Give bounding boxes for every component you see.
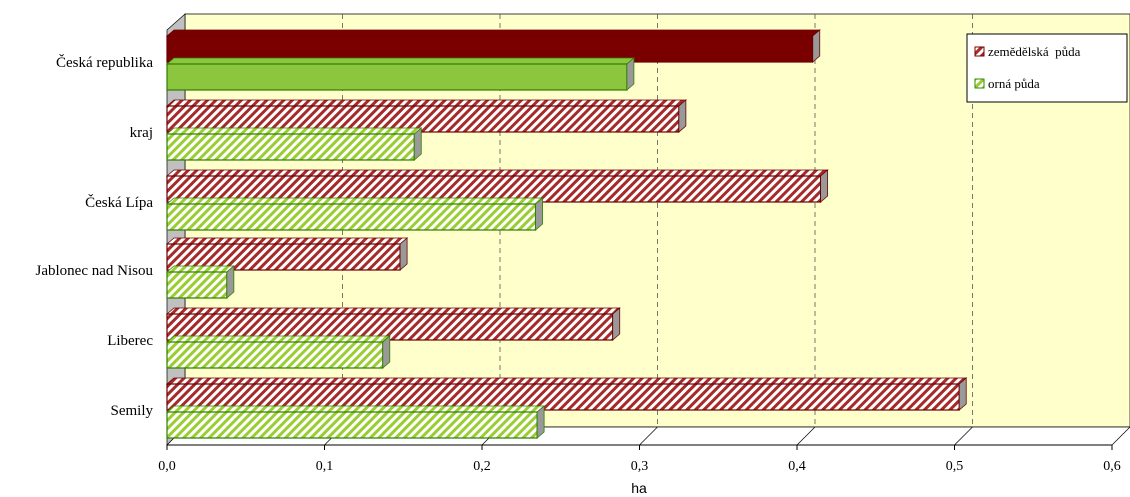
bar-zemedelska-end <box>820 169 829 203</box>
bar-orna-end <box>536 405 545 439</box>
category-label: Jablonec nad Nisou <box>36 263 154 279</box>
bar-orna-end <box>413 127 422 161</box>
bar-orna-front <box>166 341 384 369</box>
x-tick-label: 0,3 <box>631 459 649 474</box>
bars-group <box>165 29 968 439</box>
x-tick-label: 0,6 <box>1103 459 1121 474</box>
bar-orna-end <box>626 57 635 91</box>
x-tick-label: 0,1 <box>316 459 334 474</box>
bar-orna-front <box>166 203 537 231</box>
bar-orna-top <box>165 197 544 205</box>
x-tick-label: 0,0 <box>158 459 176 474</box>
category-labels: Česká republika kraj Česká Lípa Jablonec na… <box>36 54 154 419</box>
x-tick-label: 0,2 <box>473 459 491 474</box>
bar-orna-top <box>165 265 235 273</box>
bar-orna-end <box>382 335 391 369</box>
bar-orna-front <box>166 271 228 299</box>
bar-orna-top <box>165 57 635 65</box>
x-ticks: 0,0 0,1 0,2 0,3 0,4 0,5 0,6 <box>158 445 1121 474</box>
bar-orna-end <box>226 265 235 299</box>
legend-label-zemedelska: zemědělská půda <box>988 44 1081 59</box>
legend-swatch-green <box>974 78 985 89</box>
bar-orna <box>165 57 635 91</box>
bar-orna <box>165 335 391 369</box>
floor-grid-line <box>954 426 973 446</box>
bar-orna <box>165 265 235 299</box>
bar-zemedelska-end <box>399 237 408 271</box>
legend-label-orna: orná půda <box>988 76 1040 91</box>
category-label: Semily <box>110 403 153 419</box>
x-axis-title: ha <box>631 480 647 496</box>
bar-zemedelska <box>165 237 409 271</box>
legend-swatch-red <box>974 46 985 57</box>
bar-orna <box>165 127 423 161</box>
category-label: Liberec <box>107 333 153 349</box>
bar-orna <box>165 197 544 231</box>
bar-orna-top <box>165 335 391 343</box>
legend: zemědělská půda orná půda <box>966 33 1128 103</box>
bar-zemedelska-end <box>678 99 687 133</box>
bar-zemedelska-top <box>165 377 968 385</box>
bar-zemedelska <box>165 377 968 411</box>
bar-zemedelska <box>165 169 829 203</box>
bar-orna-top <box>165 405 546 413</box>
bar-orna-front <box>166 133 415 161</box>
bar-zemedelska-top <box>165 99 687 107</box>
bar-orna-end <box>535 197 543 231</box>
bar-zemedelska <box>165 99 687 133</box>
bar-orna-front <box>166 411 538 439</box>
bar-zemedelska-top <box>165 237 409 245</box>
bar-zemedelska <box>165 307 621 341</box>
floor-grid-line <box>639 426 658 446</box>
bar-zemedelska-end <box>612 307 621 341</box>
bar-zemedelska-top <box>165 169 829 177</box>
bar-orna <box>165 405 546 439</box>
bar-zemedelska-end <box>812 29 821 63</box>
floor-grid-line <box>796 426 816 446</box>
bar-orna-top <box>165 127 423 135</box>
category-label: Česká republika <box>56 54 153 71</box>
bar-zemedelska-top <box>165 29 821 37</box>
category-label: Česká Lípa <box>85 194 153 211</box>
x-tick-label: 0,5 <box>946 459 964 474</box>
bar-zemedelska-top <box>165 307 621 315</box>
bar-orna-front <box>166 63 628 91</box>
category-label: kraj <box>130 125 153 141</box>
bar-zemedelska <box>165 29 821 63</box>
bar-zemedelska-end <box>958 377 967 411</box>
x-tick-label: 0,4 <box>788 459 806 474</box>
